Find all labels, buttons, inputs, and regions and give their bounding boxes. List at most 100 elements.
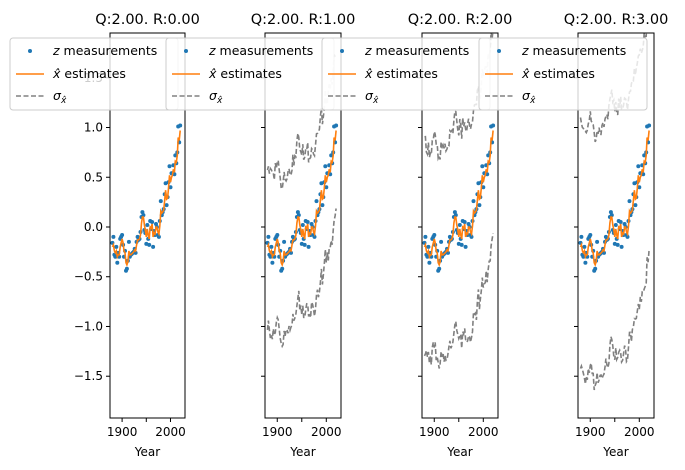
measurement-point xyxy=(627,199,632,204)
measurement-point xyxy=(486,153,491,158)
estimate-line xyxy=(111,130,181,267)
estimate-line xyxy=(423,130,494,267)
measurement-point xyxy=(446,250,450,255)
panel-title: Q:2.00. R:2.00 xyxy=(408,12,513,28)
legend-label-estimates: x̂ estimates xyxy=(364,66,438,81)
x-tick-label: 2000 xyxy=(155,425,186,439)
y-tick-label: −0.5 xyxy=(74,270,103,284)
measurement-point xyxy=(314,199,319,204)
measurement-point xyxy=(154,222,158,226)
x-tick-label: 2000 xyxy=(311,425,342,439)
measurement-point xyxy=(595,239,600,244)
measurement-point xyxy=(457,223,462,227)
axes-frame xyxy=(421,32,499,419)
y-tick-label: −1.0 xyxy=(74,319,103,333)
x-tick-label: 2000 xyxy=(468,425,499,439)
axes-frame xyxy=(109,32,186,419)
measurement-point xyxy=(270,260,275,265)
measurement-point xyxy=(141,213,146,218)
legend-label-sigma: σx̂ xyxy=(365,88,379,106)
estimate-line xyxy=(579,130,650,267)
legend-label-measurements: z measurements xyxy=(521,43,626,58)
sigma-lower-line xyxy=(423,233,494,369)
measurement-point xyxy=(156,234,161,239)
measurement-point xyxy=(633,203,638,208)
measurement-point xyxy=(111,234,116,239)
measurement-point xyxy=(334,123,339,128)
plot-area xyxy=(265,54,339,349)
measurement-point xyxy=(300,223,305,227)
measurement-point xyxy=(593,266,598,271)
measurement-point xyxy=(491,123,496,128)
measurement-point xyxy=(124,266,129,271)
measurement-point xyxy=(471,199,476,204)
measurement-point xyxy=(477,203,482,208)
x-tick-label: 1900 xyxy=(419,425,450,439)
legend-label-sigma: σx̂ xyxy=(209,88,223,106)
measurement-point xyxy=(437,266,442,271)
measurement-point xyxy=(609,213,614,218)
legend-label-estimates: x̂ estimates xyxy=(52,66,126,81)
measurement-point xyxy=(145,223,150,227)
measurement-point xyxy=(637,185,642,190)
measurement-point xyxy=(133,250,138,255)
legend-marker-measurements xyxy=(28,49,32,53)
legend-marker-measurements xyxy=(184,49,188,53)
measurement-point xyxy=(158,199,163,204)
panel-title: Q:2.00. R:0.00 xyxy=(95,12,200,28)
measurement-point xyxy=(581,254,586,259)
measurement-point xyxy=(613,223,618,227)
legend-1: z measurements x̂ estimates σx̂ xyxy=(9,37,179,111)
measurement-point xyxy=(167,164,172,169)
measurement-point xyxy=(151,244,156,249)
plot-area xyxy=(110,123,183,273)
measurement-point xyxy=(636,164,641,169)
measurement-point xyxy=(114,244,119,249)
measurement-point xyxy=(579,234,584,239)
x-tick-label: 1900 xyxy=(107,425,138,439)
legend-label-sigma: σx̂ xyxy=(53,88,67,106)
measurement-point xyxy=(432,233,437,237)
y-tick-label: 0.5 xyxy=(84,170,103,184)
measurement-point xyxy=(280,266,285,271)
legend-label-estimates: x̂ estimates xyxy=(521,66,595,81)
x-axis-title: Year xyxy=(289,445,315,459)
measurement-point xyxy=(306,244,311,249)
x-axis-title: Year xyxy=(446,445,472,459)
legend-label-estimates: x̂ estimates xyxy=(208,66,282,81)
legend-marker-measurements xyxy=(340,49,344,53)
measurement-point xyxy=(282,239,287,244)
measurement-point xyxy=(115,260,120,265)
measurement-point xyxy=(602,250,606,255)
measurement-point xyxy=(120,233,125,237)
x-axis-title: Year xyxy=(134,445,160,459)
measurement-point xyxy=(323,164,328,169)
legend-label-sigma: σx̂ xyxy=(522,88,536,106)
measurement-point xyxy=(427,260,432,265)
measurement-point xyxy=(275,233,280,237)
measurement-point xyxy=(469,234,474,239)
measurement-point xyxy=(324,185,329,190)
measurement-point xyxy=(439,239,444,244)
measurement-point xyxy=(452,210,457,215)
measurement-point xyxy=(113,254,118,259)
measurement-point xyxy=(173,153,178,158)
axes-frame xyxy=(577,32,655,419)
legend-3: z measurements x̂ estimates σx̂ xyxy=(321,37,491,111)
measurement-point xyxy=(289,250,293,255)
measurement-point xyxy=(462,220,467,224)
sigma-upper-line xyxy=(579,33,648,143)
measurement-point xyxy=(625,234,630,239)
legend-label-measurements: z measurements xyxy=(52,43,157,58)
measurement-point xyxy=(423,234,428,239)
measurement-point xyxy=(608,210,613,215)
measurement-point xyxy=(296,213,301,218)
measurement-point xyxy=(583,260,588,265)
legend-box xyxy=(478,37,648,111)
measurement-point xyxy=(459,242,464,247)
measurement-point xyxy=(164,203,169,208)
plot-area xyxy=(422,33,496,369)
y-tick-label: −1.5 xyxy=(74,369,103,383)
x-tick-label: 1900 xyxy=(575,425,606,439)
y-tick-label: 0.0 xyxy=(84,220,103,234)
